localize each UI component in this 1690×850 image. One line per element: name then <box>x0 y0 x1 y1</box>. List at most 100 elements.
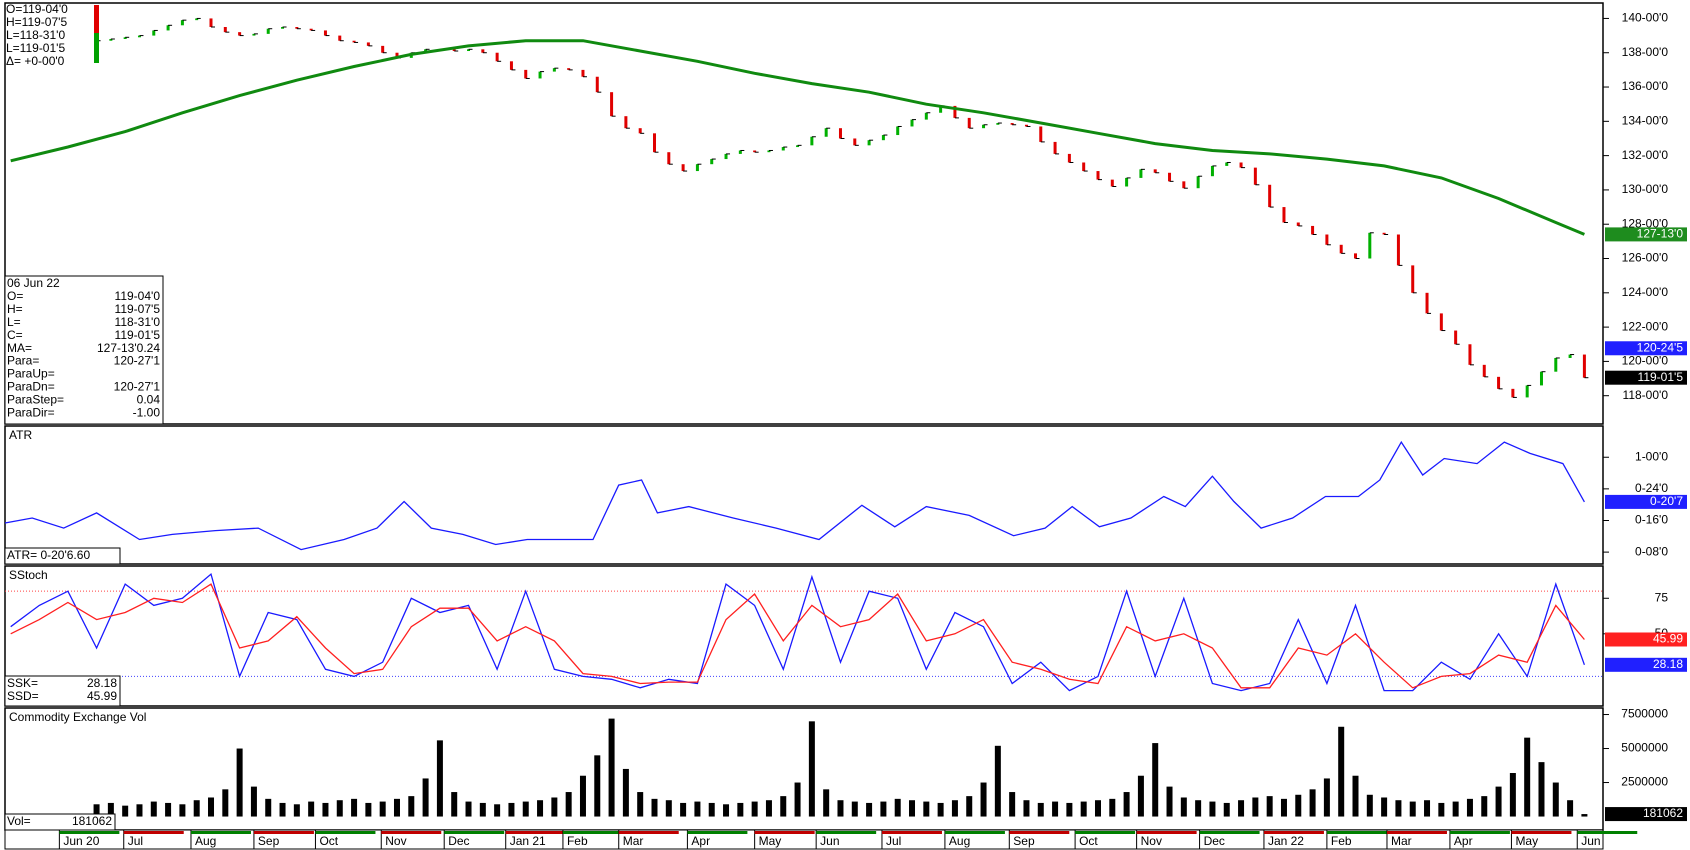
x-tick-label: Dec <box>448 834 469 848</box>
volume-bar <box>494 804 501 817</box>
volume-bar <box>250 786 257 817</box>
volume-bar <box>179 804 186 817</box>
x-tick-label: Jun <box>1581 834 1600 848</box>
volume-bar <box>1052 801 1059 817</box>
price-marker <box>1605 341 1687 356</box>
date-axis <box>4 829 1604 850</box>
stoch-line <box>10 583 1585 689</box>
volume-bar <box>1109 798 1116 817</box>
ohlc-legend: L=118-31'0 <box>6 28 65 42</box>
panel-border <box>4 425 1604 565</box>
month-strip <box>1577 831 1638 834</box>
volume-bar <box>1552 782 1559 817</box>
month-strip <box>754 831 815 834</box>
x-tick-label: Jul <box>128 834 143 848</box>
volume-bar <box>551 797 558 817</box>
ohlc-legend: Δ= +0-00'0 <box>6 54 65 68</box>
volume-bar <box>951 800 958 817</box>
volume-bar <box>694 801 701 817</box>
volume-bar <box>351 798 358 817</box>
x-tick-label: Oct <box>319 834 338 848</box>
volume-bar <box>1424 800 1431 817</box>
y-tick-label: 124-00'0 <box>1622 285 1669 299</box>
month-strip <box>1511 831 1572 834</box>
volume-bar <box>1223 802 1230 817</box>
x-tick-label: Feb <box>1331 834 1352 848</box>
month-strip <box>1326 831 1387 834</box>
info-value: 120-27'1 <box>114 354 161 368</box>
volume-bar <box>1323 778 1330 817</box>
volume-bar <box>379 801 386 817</box>
volume-bar <box>1495 786 1502 817</box>
y-tick-label: 126-00'0 <box>1622 251 1669 265</box>
y-tick-label: 118-00'0 <box>1623 388 1669 402</box>
readout-value: 28.18 <box>87 676 117 690</box>
price-marker-label: 45.99 <box>1653 632 1683 646</box>
month-strip <box>253 831 314 834</box>
month-strip <box>1263 831 1324 834</box>
y-tick-label: 138-00'0 <box>1622 45 1669 59</box>
volume-bar <box>1452 801 1459 817</box>
info-value: -1.00 <box>133 405 161 419</box>
volume-bar <box>265 798 272 817</box>
volume-bar <box>1066 802 1073 817</box>
price-marker-label: 127-13'0 <box>1637 227 1684 241</box>
moving-average <box>10 39 1585 236</box>
legend-color-bar <box>94 5 99 33</box>
month-strip <box>505 831 566 834</box>
volume-bar <box>1009 792 1016 817</box>
volume-bar <box>794 782 801 817</box>
volume-bar <box>1123 792 1130 817</box>
x-tick-label: Apr <box>1454 834 1473 848</box>
x-tick-label: Jun <box>820 834 839 848</box>
volume-bar <box>1195 800 1202 817</box>
volume-bar <box>723 804 730 817</box>
x-tick-label: Aug <box>949 834 970 848</box>
x-tick-label: Aug <box>195 834 216 848</box>
volume-bar <box>293 804 300 817</box>
month-strip <box>881 831 942 834</box>
readout-value: 45.99 <box>87 689 117 703</box>
volume-bar <box>236 748 243 817</box>
month-strip <box>1009 831 1070 834</box>
volume-bar <box>150 801 157 817</box>
volume-bar <box>880 801 887 817</box>
readout-label: SSK= <box>7 676 38 690</box>
panel-title: ATR <box>9 428 32 442</box>
x-tick-label: Jan 21 <box>510 834 546 848</box>
volume-bar <box>136 804 143 817</box>
volume-bar <box>1509 773 1516 817</box>
month-strip <box>562 831 623 834</box>
volume-bar <box>436 740 443 817</box>
x-tick-label: Mar <box>1391 834 1412 848</box>
month-strip <box>1075 831 1136 834</box>
volume-bar <box>1466 798 1473 817</box>
price-marker <box>1605 657 1687 672</box>
month-strip <box>59 831 120 834</box>
info-date: 06 Jun 22 <box>7 276 60 290</box>
x-tick-label: Apr <box>691 834 710 848</box>
volume-bar <box>622 768 629 817</box>
volume-bar <box>1094 800 1101 817</box>
volume-bar <box>1180 797 1187 817</box>
volume-bar <box>1266 796 1273 817</box>
ohlc-legend: H=119-07'5 <box>6 15 67 29</box>
month-strip <box>1386 831 1447 834</box>
volume-bar <box>1309 789 1316 817</box>
info-label: ParaStep= <box>7 392 64 406</box>
y-tick-label: 120-00'0 <box>1622 354 1669 368</box>
readout-box <box>4 675 121 707</box>
volume-bar <box>565 792 572 817</box>
y-tick-label: 132-00'0 <box>1622 148 1669 162</box>
volume-bar <box>322 802 329 817</box>
volume-bar <box>579 775 586 817</box>
x-tick-label: Mar <box>623 834 644 848</box>
info-label: O= <box>7 289 23 303</box>
panel-border <box>4 565 1604 707</box>
info-label: Para= <box>7 354 39 368</box>
x-tick-label: Oct <box>1079 834 1098 848</box>
month-strip <box>1136 831 1197 834</box>
info-value: 120-27'1 <box>114 379 161 393</box>
